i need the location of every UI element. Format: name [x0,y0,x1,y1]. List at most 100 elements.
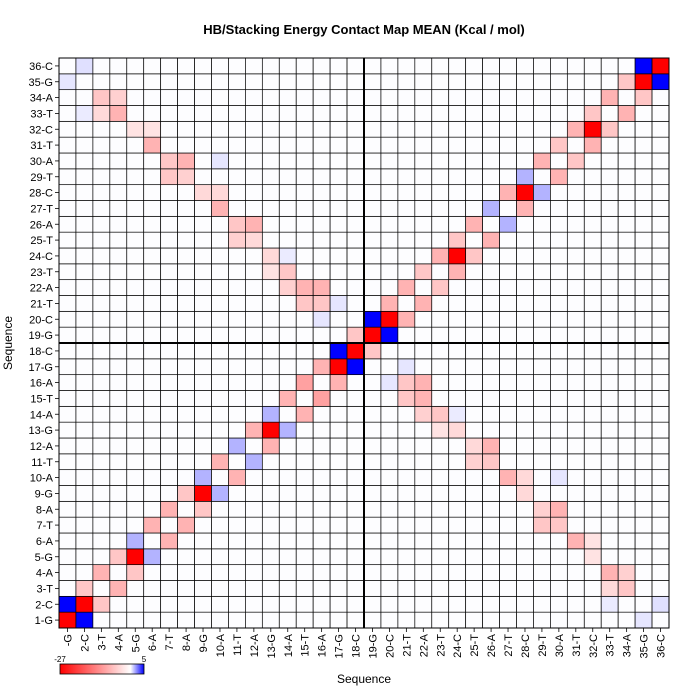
heatmap-cell [75,469,94,486]
heatmap-cell [482,564,500,581]
heatmap-cell [363,215,382,233]
heatmap-cell [566,516,585,534]
heatmap-cell [126,358,145,376]
heatmap-cell [278,136,297,154]
heatmap-cell [329,326,348,344]
heatmap-cell [211,374,229,391]
x-tick-label: 25-T [469,634,481,657]
heatmap-cell [75,374,94,391]
heatmap-cell [431,595,450,613]
heatmap-cell [380,310,399,328]
heatmap-cell [194,326,212,344]
heatmap-cell [295,200,314,217]
heatmap-cell [533,421,551,439]
heatmap-cell [499,564,517,581]
heatmap-cell [431,326,450,344]
heatmap-cell [634,611,653,629]
heatmap-cell [329,358,348,376]
heatmap-cell [126,57,145,75]
heatmap-cell [465,215,483,233]
y-tick-label: 32-C [29,124,53,136]
heatmap-cell [228,279,246,296]
heatmap-cell [92,105,111,122]
heatmap-cell [194,105,212,122]
heatmap-cell [617,564,636,581]
heatmap-cell [228,611,246,629]
heatmap-cell [380,247,399,265]
heatmap-cell [346,374,365,391]
heatmap-cell [194,469,212,486]
heatmap-cell [634,485,653,502]
heatmap-cell [516,310,534,328]
heatmap-cell [126,595,145,613]
heatmap-cell [414,532,433,550]
heatmap-cell [160,453,178,471]
heatmap-cell [363,469,382,486]
heatmap-cell [228,263,246,281]
heatmap-cell [75,595,94,613]
heatmap-cell [312,168,331,186]
heatmap-cell [363,295,382,312]
heatmap-cell [295,390,314,407]
heatmap-cell [75,485,94,502]
heatmap-cell [363,595,382,613]
heatmap-cell [278,89,297,106]
heatmap-cell [566,295,585,312]
heatmap-cell [92,485,111,502]
heatmap-cell [228,564,246,581]
heatmap-cell [261,215,280,233]
heatmap-cell [228,500,246,518]
heatmap-cell [431,485,450,502]
heatmap-cell [126,89,145,106]
chart-title: HB/Stacking Energy Contact Map MEAN (Kca… [203,22,524,37]
heatmap-cell [499,580,517,597]
heatmap-cell [414,136,433,154]
heatmap-cell [380,136,399,154]
heatmap-cell [261,120,280,138]
heatmap-cell [278,120,297,138]
heatmap-cell [465,136,483,154]
heatmap-cell [177,516,195,534]
heatmap-cell [177,263,195,281]
heatmap-cell [550,310,568,328]
heatmap-cell [143,263,162,281]
heatmap-cell [397,105,416,122]
heatmap-cell [329,152,348,170]
heatmap-cell [516,453,534,471]
heatmap-cell [550,152,568,170]
heatmap-cell [634,405,653,423]
heatmap-cell [533,500,551,518]
y-tick-label: 15-T [30,393,53,405]
heatmap-cell [261,279,280,296]
heatmap-cell [533,390,551,407]
heatmap-cell [550,326,568,344]
heatmap-cell [92,73,111,91]
heatmap-cell [312,247,331,265]
heatmap-cell [566,611,585,629]
heatmap-cell [109,595,128,613]
heatmap-cell [75,89,94,106]
heatmap-cell [58,310,77,328]
heatmap-cell [482,437,500,455]
heatmap-cell [516,326,534,344]
y-tick-label: 11-T [31,457,53,469]
heatmap-cell [75,390,94,407]
heatmap-cell [465,374,483,391]
heatmap-cell [482,358,500,376]
heatmap-cell [58,247,77,265]
heatmap-cell [448,89,467,106]
heatmap-cell [397,548,416,566]
x-tick-label: 14-A [283,633,295,657]
heatmap-cell [75,405,94,423]
heatmap-cell [228,469,246,486]
heatmap-cell [261,263,280,281]
heatmap-cell [92,500,111,518]
heatmap-cell [92,168,111,186]
heatmap-cell [261,342,280,360]
heatmap-cell [228,485,246,502]
heatmap-cell [397,358,416,376]
heatmap-cell [465,295,483,312]
heatmap-cell [312,485,331,502]
heatmap-cell [126,500,145,518]
heatmap-cell [245,453,263,471]
